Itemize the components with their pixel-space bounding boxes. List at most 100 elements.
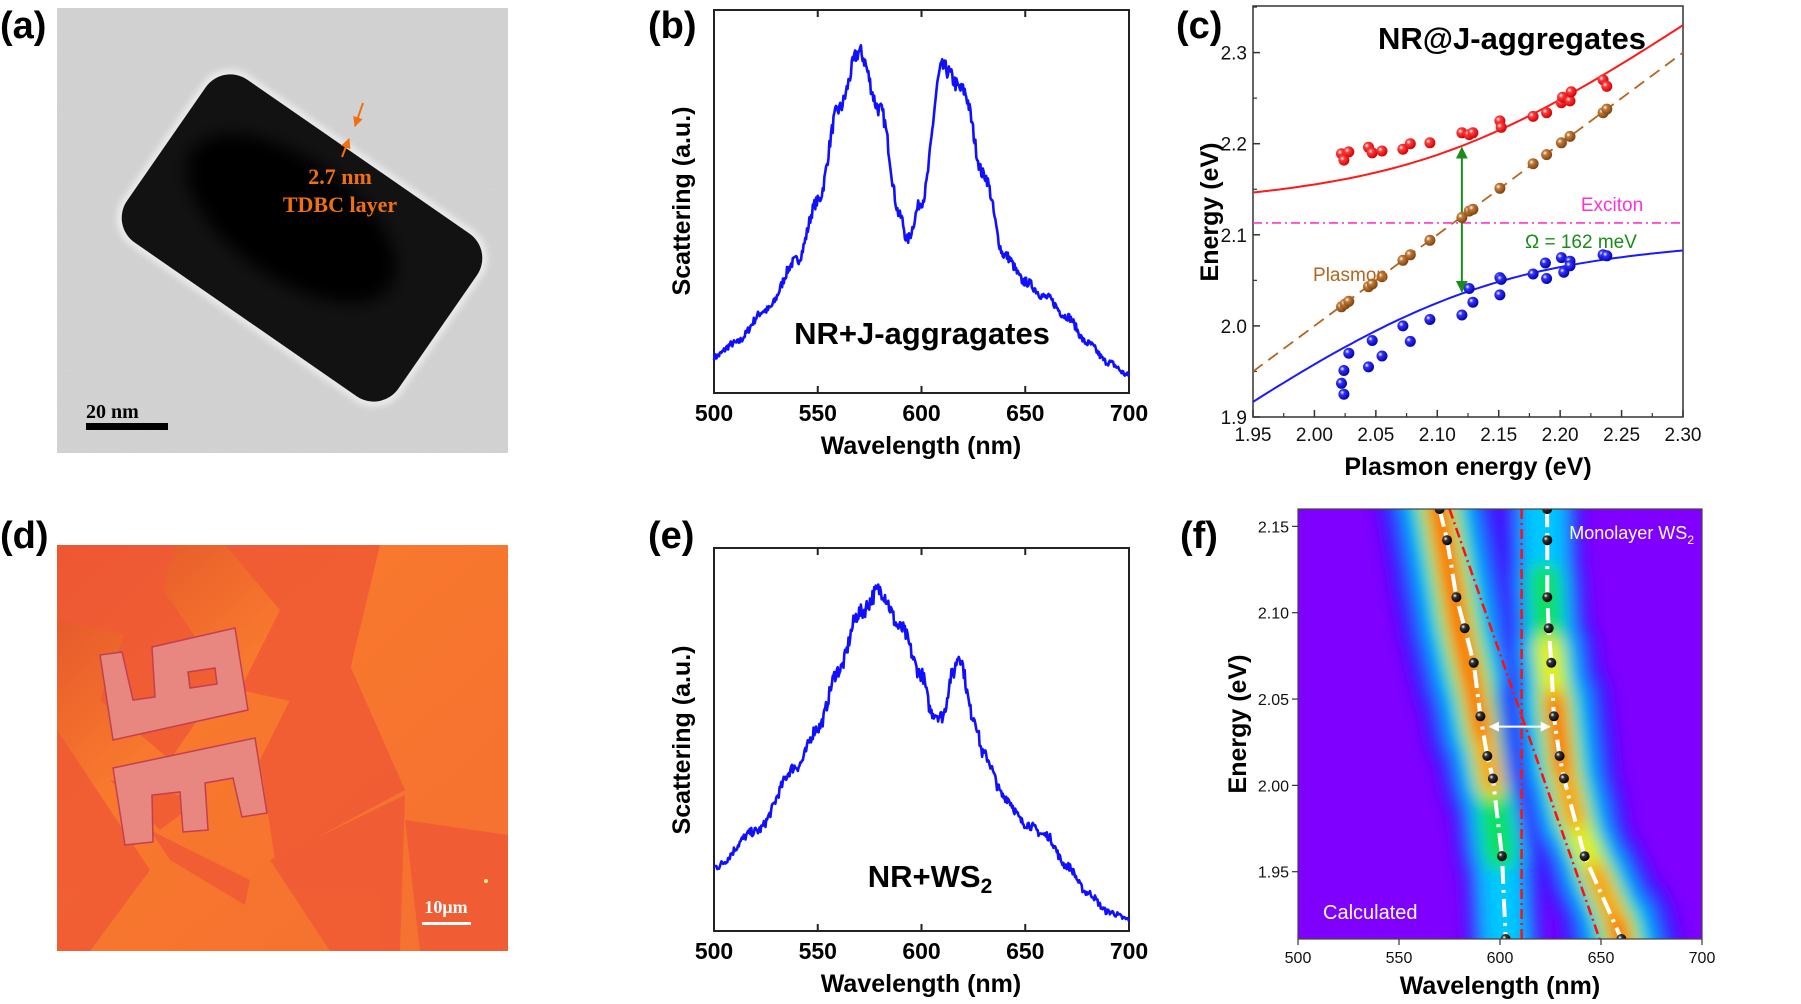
lower-polariton-data-point xyxy=(1539,257,1551,269)
x-tick-label: 2.30 xyxy=(1665,425,1702,446)
x-tick-label: 500 xyxy=(1285,950,1312,967)
branch-data-point xyxy=(1459,623,1470,634)
lower-polariton-data-point xyxy=(1343,347,1355,359)
branch-data-point xyxy=(1451,592,1462,603)
heatmap-ridge-segment xyxy=(1453,624,1478,688)
chart-b-xlabel: Wavelength (nm) xyxy=(821,432,1021,460)
lower-polariton-data-point xyxy=(1467,296,1479,308)
chart-c-xlabel: Plasmon energy (eV) xyxy=(1344,453,1591,481)
x-tick-label: 500 xyxy=(695,938,733,964)
branch-data-point xyxy=(1554,751,1565,761)
x-tick-label: 2.00 xyxy=(1296,425,1333,446)
lower-polariton-data-point xyxy=(1338,365,1350,376)
y-tick-label: 2.15 xyxy=(1258,519,1289,536)
lower-polariton-data-point xyxy=(1527,268,1539,280)
lower-polariton-data-point xyxy=(1564,260,1576,272)
branch-data-point xyxy=(1500,934,1511,939)
plasmon-data-point xyxy=(1424,234,1436,246)
y-tick-label: 2.0 xyxy=(1221,317,1247,338)
lower-polariton-data-point xyxy=(1456,309,1468,321)
thickness-label: 2.7 nm xyxy=(308,164,372,189)
chart-e: NR+WS2 Wavelength (nm) Scattering (a.u.)… xyxy=(668,547,1148,998)
branch-data-point xyxy=(1487,773,1498,784)
heatmap-ridge-segment xyxy=(1432,509,1454,567)
branch-data-point xyxy=(1559,773,1569,784)
plasmon-data-point xyxy=(1456,212,1468,223)
lower-polariton-data-point xyxy=(1376,350,1388,362)
branch-data-point xyxy=(1542,509,1553,515)
chart-b: NR+J-aggragates Wavelength (nm) Scatteri… xyxy=(668,9,1148,460)
branch-data-point xyxy=(1434,509,1445,515)
chart-c-ylabel: Energy (eV) xyxy=(1196,143,1224,282)
plasmon-data-point xyxy=(1467,203,1479,215)
upper-polariton-data-point xyxy=(1495,121,1507,133)
exciton-label: Exciton xyxy=(1581,195,1643,216)
panel-label-c: (c) xyxy=(1176,5,1222,47)
x-tick-label: 2.15 xyxy=(1480,425,1517,446)
chart-e-ylabel: Scattering (a.u.) xyxy=(668,646,696,835)
chart-e-xlabel: Wavelength (nm) xyxy=(821,970,1021,998)
scale-bar-a xyxy=(86,423,168,430)
upper-polariton-data-point xyxy=(1467,127,1479,139)
plasmon-data-point xyxy=(1376,271,1388,283)
upper-branch-fit xyxy=(1437,509,1508,939)
chart-b-annotation: NR+J-aggragates xyxy=(794,316,1050,351)
panel-label-e: (e) xyxy=(648,515,694,557)
chart-c: NR@J-aggregates Plasmon energy (eV) Ener… xyxy=(1196,5,1702,481)
branch-data-point xyxy=(1482,751,1493,761)
x-tick-label: 2.05 xyxy=(1357,425,1394,446)
panel-label-b: (b) xyxy=(648,5,697,47)
branch-data-point xyxy=(1542,592,1553,603)
x-tick-label: 700 xyxy=(1110,400,1148,426)
upper-polariton-data-point xyxy=(1376,145,1388,157)
dust-particle xyxy=(484,879,488,883)
x-tick-label: 550 xyxy=(799,400,837,426)
monolayer-label-main: Monolayer WS xyxy=(1569,523,1687,543)
rabi-splitting-label: Ω = 162 meV xyxy=(1525,232,1637,253)
marker-9 xyxy=(99,627,249,741)
y-tick-label: 1.9 xyxy=(1221,408,1247,429)
plasmon-data-point xyxy=(1404,249,1416,261)
branch-data-point xyxy=(1543,623,1554,634)
panel-label-a: (a) xyxy=(0,5,46,47)
chart-e-annotation-sub: 2 xyxy=(981,875,993,898)
x-tick-label: 600 xyxy=(1487,950,1514,967)
heatmap-ridge-segment xyxy=(1466,676,1488,740)
plasmon-label: Plasmon xyxy=(1313,265,1387,286)
calculated-label: Calculated xyxy=(1323,902,1418,924)
plasmon-data-point xyxy=(1343,295,1355,307)
upper-polariton-data-point xyxy=(1527,110,1539,122)
upper-polariton-data-point xyxy=(1343,146,1355,158)
lower-polariton-data-point xyxy=(1555,252,1567,264)
x-tick-label: 550 xyxy=(1386,950,1413,967)
y-tick-label: 2.00 xyxy=(1258,778,1289,795)
scale-bar-d xyxy=(422,922,471,925)
thickness-arrow-inner xyxy=(341,138,351,158)
plasmon-data-point xyxy=(1564,130,1576,142)
x-tick-label: 650 xyxy=(1006,938,1044,964)
chart-b-ylabel: Scattering (a.u.) xyxy=(668,107,696,296)
branch-data-point xyxy=(1548,711,1559,722)
upper-polariton-fit xyxy=(1253,24,1683,194)
upper-polariton-data-point xyxy=(1565,86,1577,98)
scale-bar-label-a: 20 nm xyxy=(86,401,139,423)
x-tick-label: 650 xyxy=(1588,950,1615,967)
lower-polariton-data-point xyxy=(1338,388,1350,400)
marker-E xyxy=(112,737,268,846)
upper-polariton-data-point xyxy=(1424,137,1436,149)
x-tick-label: 600 xyxy=(902,400,940,426)
plasmon-data-point xyxy=(1601,103,1613,115)
lower-polariton-data-point xyxy=(1495,273,1507,285)
y-tick-label: 2.2 xyxy=(1221,135,1247,156)
upper-polariton-data-point xyxy=(1541,107,1553,119)
chart-e-annotation: NR+WS2 xyxy=(868,859,993,898)
chart-f-ylabel: Energy (eV) xyxy=(1224,655,1252,794)
x-tick-label: 2.25 xyxy=(1603,425,1640,446)
chart-b-spectrum-line xyxy=(712,44,1131,378)
upper-polariton-data-point xyxy=(1601,80,1613,92)
x-tick-label: 500 xyxy=(695,400,733,426)
y-tick-label: 2.1 xyxy=(1221,226,1247,247)
plasmon-data-point xyxy=(1366,278,1378,290)
lower-polariton-data-point xyxy=(1494,289,1506,301)
